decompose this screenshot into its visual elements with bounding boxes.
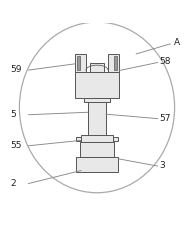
Text: 5: 5 xyxy=(11,110,16,119)
Bar xyxy=(75,72,119,98)
Bar xyxy=(75,54,86,72)
Bar xyxy=(113,137,118,141)
Bar xyxy=(84,98,110,102)
Text: 55: 55 xyxy=(11,141,22,150)
Text: A: A xyxy=(174,38,180,47)
Text: 57: 57 xyxy=(159,114,171,123)
Text: 2: 2 xyxy=(11,179,16,187)
Bar xyxy=(81,135,113,142)
Bar xyxy=(114,56,117,70)
Bar xyxy=(77,56,80,70)
Text: 59: 59 xyxy=(11,65,22,74)
Text: 58: 58 xyxy=(159,57,171,66)
Bar xyxy=(80,142,114,157)
Text: 3: 3 xyxy=(159,161,165,170)
Bar xyxy=(90,63,104,72)
Bar xyxy=(76,137,81,141)
Bar xyxy=(76,157,118,172)
Bar xyxy=(108,54,119,72)
Bar xyxy=(88,102,106,136)
